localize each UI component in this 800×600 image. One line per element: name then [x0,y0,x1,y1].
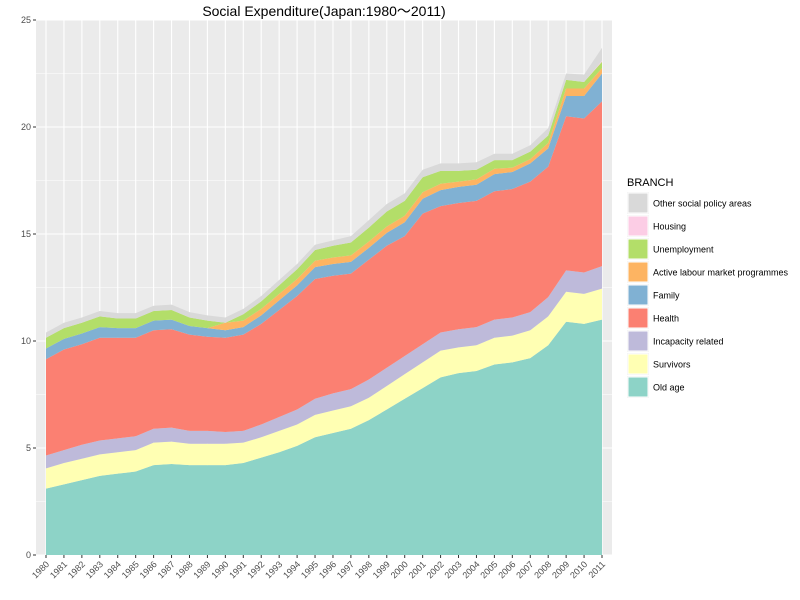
x-tick-label: 2000 [389,559,410,580]
area-series [46,47,602,555]
x-tick-label: 1986 [138,559,159,580]
legend-label-family: Family [653,291,680,301]
area-unemployment [46,61,602,349]
legend-label-old-age: Old age [653,383,685,393]
x-tick-label: 1997 [335,559,356,580]
x-tick-label: 1989 [191,559,212,580]
area-incapacity-related [46,266,602,469]
x-tick-label: 2008 [532,559,553,580]
legend-label-health: Health [653,314,679,324]
x-tick-label: 1991 [227,559,248,580]
x-tick-label: 1984 [102,559,123,580]
x-tick-label: 1981 [48,559,69,580]
y-tick-label: 20 [21,122,31,132]
x-tick-label: 1993 [263,559,284,580]
x-tick-label: 2002 [425,559,446,580]
x-tick-label: 2005 [478,559,499,580]
y-tick-label: 25 [21,15,31,25]
x-tick-label: 2011 [586,559,607,580]
y-tick-label: 0 [26,550,31,560]
legend-label-active-labour-market-programmes: Active labour market programmes [653,268,789,278]
x-tick-label: 1987 [156,559,177,580]
legend-label-survivors: Survivors [653,360,691,370]
legend-swatch-old-age [627,376,649,398]
x-tick-label: 2006 [496,559,517,580]
x-tick-label: 2010 [568,559,589,580]
x-tick-label: 2007 [514,559,535,580]
x-tick-label: 1988 [173,559,194,580]
x-tick-label: 1992 [245,559,266,580]
area-health [46,101,602,456]
x-tick-label: 1996 [317,559,338,580]
x-tick-label: 1994 [281,559,302,580]
legend-swatch-active-labour-market-programmes [627,261,649,283]
x-tick-label: 1985 [120,559,141,580]
legend-swatch-health [627,307,649,329]
legend-title: BRANCH [627,177,674,189]
x-tick-label: 2001 [407,559,428,580]
area-old-age [46,319,602,555]
legend-label-other-social-policy-areas: Other social policy areas [653,199,752,209]
legend-label-housing: Housing [653,222,686,232]
y-tick-label: 10 [21,336,31,346]
legend-label-unemployment: Unemployment [653,245,714,255]
legend-swatch-housing [627,215,649,237]
axes: 0510152025198019811982198319841985198619… [21,15,607,580]
x-tick-label: 1983 [84,559,105,580]
x-tick-label: 1982 [66,559,87,580]
chart-title: Social Expenditure(Japan:1980～2011) [202,3,445,19]
x-tick-label: 2004 [460,559,481,580]
area-family [46,73,602,360]
x-tick-label: 1995 [299,559,320,580]
legend-swatch-family [627,284,649,306]
y-tick-label: 5 [26,443,31,453]
legend: BRANCH Other social policy areas Housing U… [627,177,789,398]
legend-swatch-incapacity-related [627,330,649,352]
x-tick-label: 1999 [371,559,392,580]
legend-swatch-unemployment [627,238,649,260]
legend-label-incapacity-related: Incapacity related [653,337,724,347]
x-tick-label: 2009 [550,559,571,580]
x-tick-label: 1990 [209,559,230,580]
x-tick-label: 1998 [353,559,374,580]
x-tick-label: 1980 [30,559,51,580]
x-tick-label: 2003 [443,559,464,580]
y-tick-label: 15 [21,229,31,239]
legend-swatch-survivors [627,353,649,375]
area-survivors [46,288,602,489]
legend-swatch-other-social-policy-areas [627,192,649,214]
